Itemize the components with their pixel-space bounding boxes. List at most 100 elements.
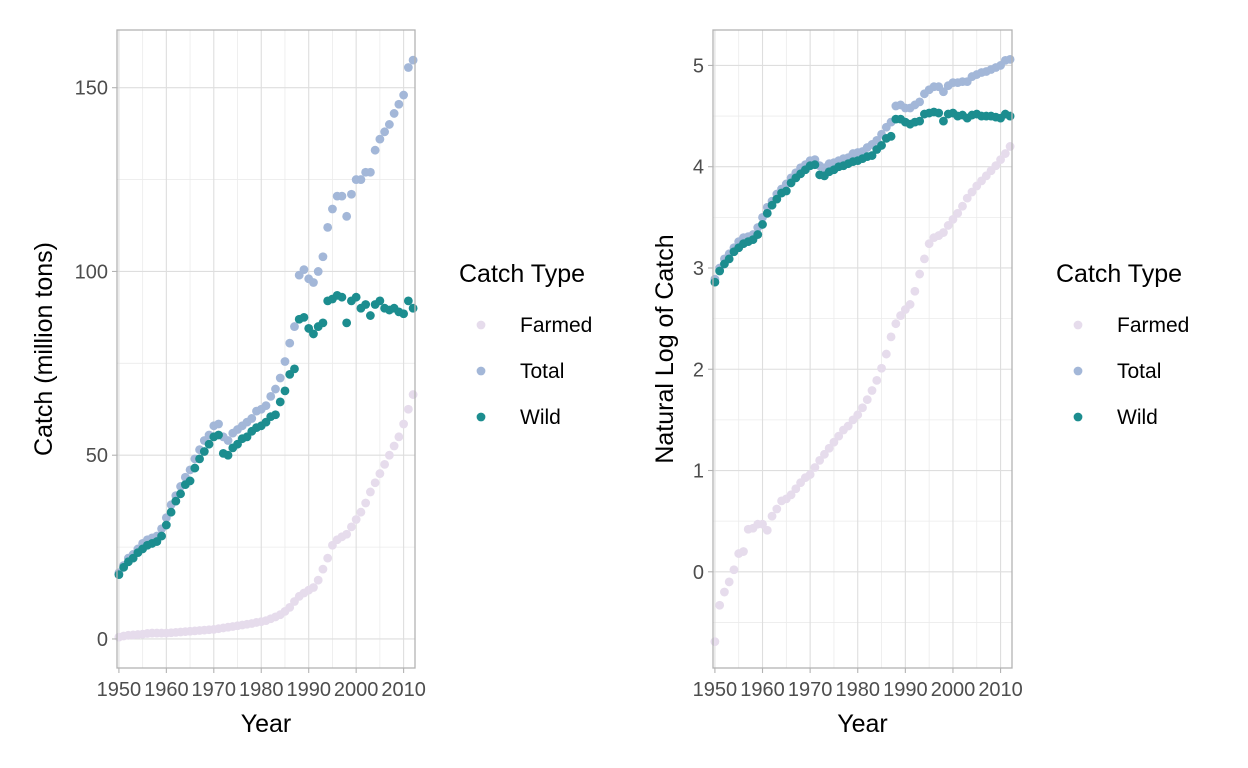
data-point bbox=[403, 296, 413, 306]
y-axis-title: Natural Log of Catch bbox=[651, 234, 679, 463]
y-tick-label: 4 bbox=[693, 157, 704, 179]
data-point bbox=[958, 201, 967, 211]
data-point bbox=[843, 421, 853, 431]
x-tick-label: 1970 bbox=[192, 679, 237, 701]
data-point bbox=[791, 484, 801, 494]
x-tick-label: 2010 bbox=[978, 679, 1023, 701]
data-point bbox=[114, 570, 124, 580]
data-point bbox=[223, 436, 233, 445]
data-point bbox=[724, 577, 734, 587]
data-point bbox=[347, 522, 356, 532]
series-wild bbox=[710, 107, 1015, 287]
data-point bbox=[762, 525, 772, 535]
data-point bbox=[375, 134, 385, 144]
data-point bbox=[157, 531, 167, 541]
data-point bbox=[886, 332, 896, 342]
data-point bbox=[337, 191, 347, 201]
data-point bbox=[820, 449, 829, 459]
data-point bbox=[271, 410, 280, 420]
data-point bbox=[309, 278, 318, 287]
series-total bbox=[710, 54, 1015, 284]
data-point bbox=[351, 515, 361, 524]
panel-border bbox=[712, 29, 1013, 669]
data-point bbox=[280, 357, 290, 366]
data-point bbox=[724, 254, 734, 264]
data-point bbox=[351, 292, 361, 302]
data-point bbox=[915, 97, 925, 107]
data-point bbox=[323, 222, 333, 232]
data-point bbox=[384, 450, 394, 460]
data-point bbox=[915, 116, 925, 126]
data-point bbox=[280, 386, 290, 396]
legend-key bbox=[1073, 412, 1083, 422]
data-point bbox=[924, 239, 934, 249]
data-point bbox=[881, 349, 891, 359]
data-point bbox=[772, 504, 782, 514]
data-point bbox=[753, 230, 763, 239]
legend-label: Total bbox=[1117, 360, 1161, 383]
data-point bbox=[953, 208, 963, 218]
data-point bbox=[190, 463, 200, 473]
data-point bbox=[365, 311, 375, 320]
x-tick-label: 1980 bbox=[835, 679, 880, 701]
chart-panel-catch: 1950 1960 1970 1980 1990 2000 2010 0 50 100 150 Yea… bbox=[30, 29, 592, 738]
x-tick-label: 2010 bbox=[381, 679, 426, 701]
data-point bbox=[886, 131, 896, 141]
data-point bbox=[313, 267, 323, 276]
data-point bbox=[996, 155, 1005, 165]
data-point bbox=[365, 167, 375, 177]
data-point bbox=[361, 498, 371, 508]
data-point bbox=[710, 277, 720, 287]
data-point bbox=[403, 63, 413, 72]
data-point bbox=[905, 300, 915, 309]
data-point bbox=[161, 520, 171, 530]
data-point bbox=[862, 395, 872, 405]
data-point bbox=[739, 547, 748, 556]
legend-key bbox=[1073, 366, 1083, 376]
data-point bbox=[342, 529, 352, 539]
data-point bbox=[271, 384, 280, 394]
data-point bbox=[867, 386, 877, 395]
x-axis-title: Year bbox=[241, 710, 292, 738]
data-points bbox=[114, 55, 418, 642]
data-point bbox=[1005, 111, 1015, 121]
x-tick-label: 1960 bbox=[740, 679, 785, 701]
legend-label: Wild bbox=[520, 406, 561, 429]
data-point bbox=[715, 600, 725, 610]
data-point bbox=[815, 455, 825, 465]
data-point bbox=[858, 403, 867, 413]
y-axis-title: Catch (million tons) bbox=[30, 242, 58, 456]
data-point bbox=[171, 496, 181, 506]
data-point bbox=[356, 175, 366, 184]
data-point bbox=[408, 55, 418, 65]
x-tick-label: 2000 bbox=[334, 679, 379, 701]
x-tick-label: 1960 bbox=[144, 679, 189, 701]
data-point bbox=[967, 187, 977, 197]
data-point bbox=[891, 319, 901, 329]
data-point bbox=[867, 151, 877, 160]
data-point bbox=[285, 602, 295, 612]
data-point bbox=[275, 397, 285, 407]
data-point bbox=[318, 318, 328, 328]
data-point bbox=[758, 220, 767, 229]
data-point bbox=[166, 507, 176, 517]
legend: Catch Type Farmed Total Wild bbox=[459, 260, 592, 429]
legend-label: Farmed bbox=[520, 314, 592, 337]
data-point bbox=[223, 450, 233, 460]
y-tick-label: 1 bbox=[693, 461, 704, 483]
data-point bbox=[715, 266, 725, 276]
data-point bbox=[1005, 142, 1015, 151]
y-tick-label: 5 bbox=[693, 55, 704, 77]
legend-label: Total bbox=[520, 360, 564, 383]
data-point bbox=[762, 208, 772, 218]
legend-key bbox=[476, 320, 486, 330]
panel-border bbox=[116, 29, 416, 669]
data-point bbox=[299, 265, 309, 275]
data-point bbox=[176, 489, 185, 499]
data-point bbox=[786, 490, 796, 500]
data-point bbox=[370, 478, 380, 488]
data-point bbox=[939, 87, 948, 97]
data-point bbox=[781, 186, 791, 196]
x-tick-label: 1990 bbox=[286, 679, 331, 701]
data-point bbox=[214, 419, 223, 429]
